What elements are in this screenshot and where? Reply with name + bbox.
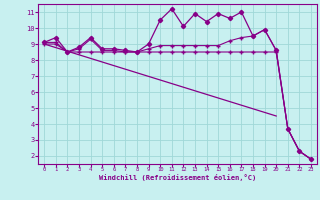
X-axis label: Windchill (Refroidissement éolien,°C): Windchill (Refroidissement éolien,°C)	[99, 174, 256, 181]
